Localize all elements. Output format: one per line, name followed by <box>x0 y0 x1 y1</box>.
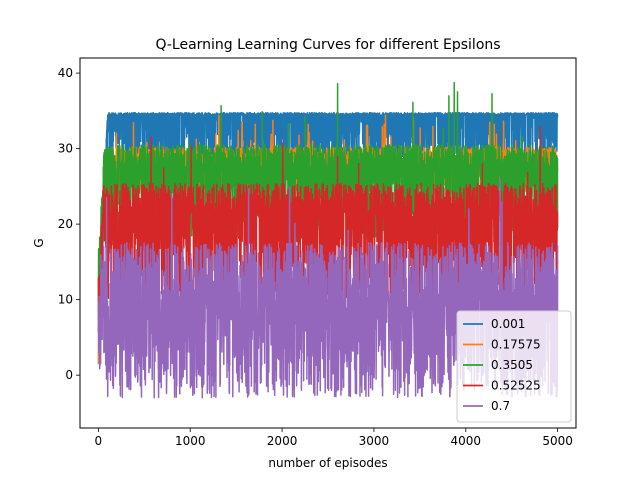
series-layer <box>97 81 559 399</box>
legend-label: 0.52525 <box>491 379 541 393</box>
y-tick-label: 0 <box>65 368 73 382</box>
legend-label: 0.7 <box>491 399 510 413</box>
x-axis: 0 1000 2000 3000 4000 5000 <box>95 428 573 448</box>
y-axis-label: G <box>32 238 46 247</box>
legend-label: 0.17575 <box>491 338 541 352</box>
series-line-3 <box>97 126 559 333</box>
x-tick-label: 3000 <box>359 434 390 448</box>
y-tick-label: 10 <box>58 293 73 307</box>
legend: 0.001 0.17575 0.3505 0.52525 0.7 <box>456 310 572 423</box>
y-tick-label: 30 <box>58 142 73 156</box>
x-tick-label: 4000 <box>451 434 482 448</box>
series-line-4 <box>97 178 559 399</box>
legend-box <box>456 310 572 423</box>
x-axis-label: number of episodes <box>268 456 387 470</box>
series-line-0 <box>97 111 559 326</box>
series-line-2 <box>97 81 559 304</box>
x-tick-label: 5000 <box>542 434 573 448</box>
x-tick-label: 1000 <box>175 434 206 448</box>
legend-label: 0.001 <box>491 317 525 331</box>
legend-label: 0.3505 <box>491 358 533 372</box>
y-tick-label: 40 <box>58 66 73 80</box>
x-tick-label: 0 <box>95 434 103 448</box>
y-tick-label: 20 <box>58 217 73 231</box>
chart-title: Q-Learning Learning Curves for different… <box>155 37 500 53</box>
x-tick-label: 2000 <box>267 434 298 448</box>
plot-frame <box>79 57 577 429</box>
y-axis: 0 10 20 30 40 <box>58 66 80 382</box>
